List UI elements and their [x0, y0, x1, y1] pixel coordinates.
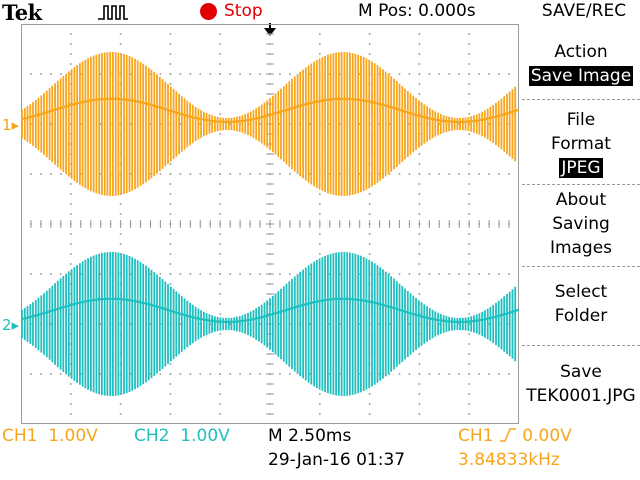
ch2-ground-marker[interactable]: 2▸: [2, 316, 20, 334]
side-menu: Action Save Image File Format JPEG About…: [522, 24, 640, 424]
ch1-ground-marker[interactable]: 1▸: [2, 116, 20, 134]
trigger-readout[interactable]: CH1 0.00V: [458, 426, 572, 446]
stop-indicator-icon: [200, 3, 217, 20]
brand-logo: Tek: [2, 0, 42, 25]
run-state-label: Stop: [224, 1, 263, 21]
file-format-button[interactable]: File Format JPEG: [551, 110, 611, 178]
top-status-bar: Tek Stop M Pos: 0.000s SAVE/REC: [0, 0, 640, 25]
action-value: Save Image: [528, 66, 634, 86]
save-button[interactable]: Save TEK0001.JPG: [526, 362, 636, 406]
acquisition-pulse-icon: [98, 5, 128, 20]
frequency-readout: 3.84833kHz: [458, 450, 560, 470]
ch2-arrow-icon: ▸: [11, 316, 20, 334]
ch2-scale-readout[interactable]: CH2 1.00V: [134, 426, 230, 446]
date-time-readout: 29-Jan-16 01:37: [268, 450, 406, 470]
bottom-status-bar: CH1 1.00V CH2 1.00V M 2.50ms 29-Jan-16 0…: [0, 424, 640, 480]
rising-edge-icon: [499, 428, 516, 442]
select-folder-button[interactable]: Select Folder: [554, 282, 608, 326]
trigger-position-icon: [264, 23, 276, 36]
ch1-waveform: [21, 52, 519, 196]
timebase-readout[interactable]: M 2.50ms: [268, 426, 352, 446]
horizontal-position-readout: M Pos: 0.000s: [358, 1, 476, 21]
action-menu-button[interactable]: Action Save Image: [528, 42, 634, 86]
ch2-waveform: [21, 252, 519, 396]
menu-title: SAVE/REC: [541, 1, 627, 21]
waveform-display[interactable]: [21, 24, 519, 424]
menu-divider: [522, 266, 640, 267]
ch1-scale-readout[interactable]: CH1 1.00V: [2, 426, 98, 446]
file-format-value: JPEG: [559, 158, 603, 178]
about-saving-images-button[interactable]: About Saving Images: [549, 190, 613, 258]
menu-divider: [522, 345, 640, 346]
ch1-arrow-icon: ▸: [11, 116, 20, 134]
menu-divider: [522, 99, 640, 100]
menu-divider: [522, 184, 640, 185]
